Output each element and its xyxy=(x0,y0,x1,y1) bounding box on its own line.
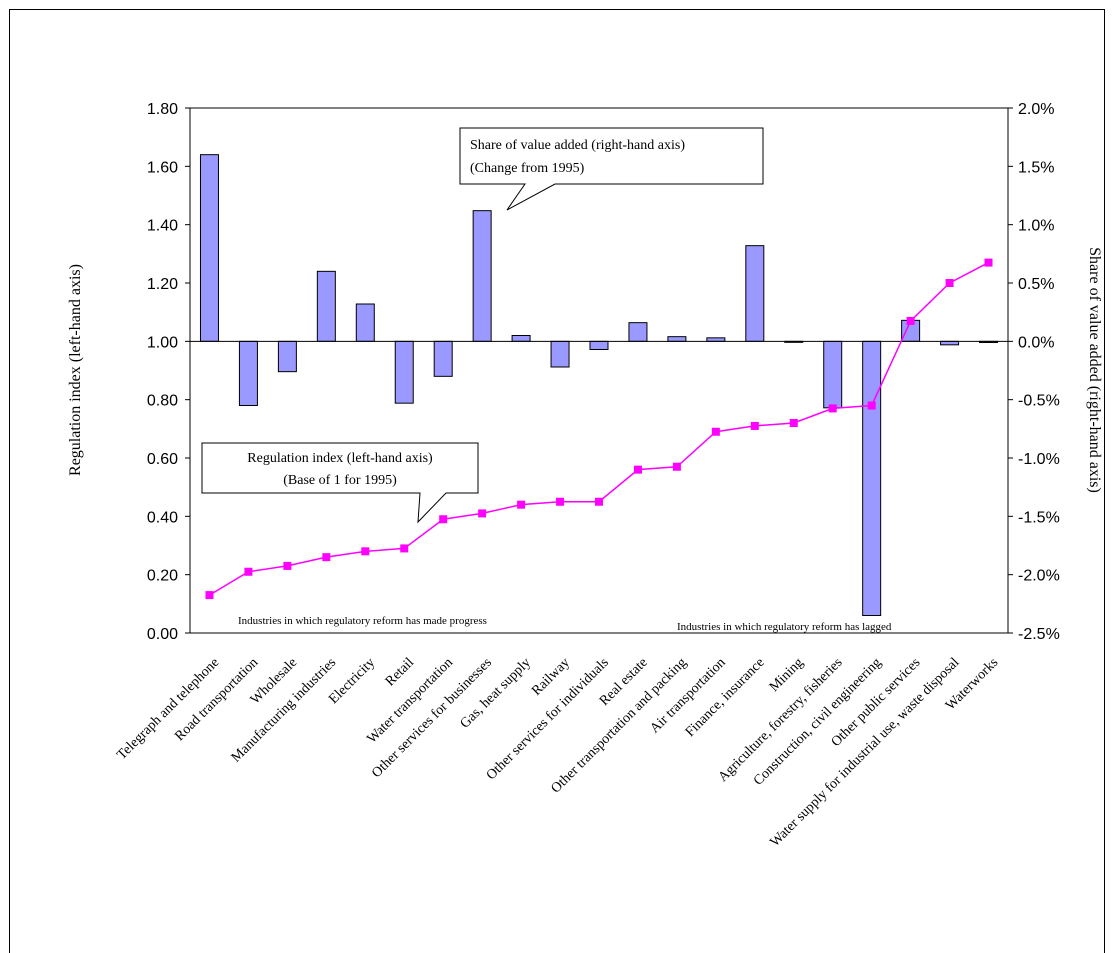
line-marker xyxy=(789,419,798,427)
line-marker xyxy=(205,591,214,600)
line-marker xyxy=(478,509,487,518)
bar xyxy=(667,336,687,342)
right-tick-label: 1.5% xyxy=(1018,159,1054,176)
line-marker xyxy=(361,547,370,556)
progress-note: Industries in which regulatory reform ha… xyxy=(238,615,487,627)
line-marker xyxy=(633,465,642,474)
category-label: Retail xyxy=(383,655,417,689)
bar xyxy=(628,322,648,342)
share-callout-title: Share of value added (right-hand axis) xyxy=(470,138,685,153)
line-marker xyxy=(984,258,993,267)
line-marker xyxy=(322,553,331,562)
left-tick-label: 0.00 xyxy=(147,626,178,643)
left-tick-label: 1.80 xyxy=(147,101,178,118)
left-tick-label: 0.60 xyxy=(147,451,178,468)
right-tick-label: -1.0% xyxy=(1018,451,1060,468)
share-callout-subtitle: (Change from 1995) xyxy=(470,161,585,176)
line-marker xyxy=(672,462,681,471)
bar xyxy=(940,340,960,346)
bar xyxy=(823,340,843,409)
bar xyxy=(706,337,726,342)
right-tick-label: -1.5% xyxy=(1018,509,1060,526)
left-tick-label: 0.20 xyxy=(147,568,178,585)
bar xyxy=(199,154,219,342)
right-axis: -2.5% -2.0% -1.5% -1.0% -0.5% 0.0% 0.5% 1.0% 1.5… xyxy=(1008,101,1060,643)
bar xyxy=(277,340,297,373)
regulation-callout-subtitle: (Base of 1 for 1995) xyxy=(283,473,397,488)
share-callout: Share of value added (right-hand axis) (… xyxy=(459,127,764,211)
left-axis: 0.00 0.20 0.40 0.60 0.80 1.00 1.20 1.40 1.60 1.80 xyxy=(147,101,190,643)
line-marker xyxy=(400,544,409,553)
line-marker xyxy=(867,401,876,410)
line-marker xyxy=(945,279,954,287)
chart-frame xyxy=(9,9,1105,953)
regulation-callout-title: Regulation index (left-hand axis) xyxy=(247,451,433,466)
right-axis-title: Share of value added (right-hand axis) xyxy=(1086,247,1103,493)
bar xyxy=(472,210,492,342)
line-marker xyxy=(556,497,565,506)
bar xyxy=(238,340,258,407)
right-tick-label: 0.5% xyxy=(1018,276,1054,293)
bar xyxy=(745,245,765,342)
line-marker xyxy=(244,567,253,576)
line-marker xyxy=(906,316,915,325)
bar xyxy=(862,340,882,616)
line-series xyxy=(205,258,993,600)
lagged-note: Industries in which regulatory reform ha… xyxy=(677,621,892,633)
left-tick-label: 0.40 xyxy=(147,509,178,526)
bar xyxy=(433,340,453,377)
line-marker xyxy=(517,500,526,509)
left-tick-label: 1.20 xyxy=(147,276,178,293)
bar-series xyxy=(199,154,999,616)
line-marker xyxy=(595,497,603,506)
bar xyxy=(589,340,609,351)
line-marker xyxy=(283,561,292,570)
line-marker xyxy=(439,515,448,524)
category-label: Gas, heat supply xyxy=(458,655,534,731)
bar xyxy=(316,270,336,342)
left-tick-label: 1.60 xyxy=(147,159,178,176)
right-tick-label: -2.0% xyxy=(1018,568,1060,585)
right-tick-label: -2.5% xyxy=(1018,626,1060,643)
regulation-callout: Regulation index (left-hand axis) (Base … xyxy=(201,442,479,524)
bar xyxy=(550,340,570,368)
left-tick-label: 1.40 xyxy=(147,218,178,235)
right-tick-label: 2.0% xyxy=(1018,101,1054,118)
right-tick-label: -0.5% xyxy=(1018,393,1060,410)
bar xyxy=(355,303,375,342)
left-tick-label: 0.80 xyxy=(147,393,178,410)
plot-area xyxy=(189,107,1009,634)
line-marker xyxy=(711,427,720,436)
bar xyxy=(394,340,414,404)
line-marker xyxy=(750,421,759,430)
right-tick-label: 0.0% xyxy=(1018,334,1054,351)
left-tick-label: 1.00 xyxy=(147,334,178,351)
right-tick-label: 1.0% xyxy=(1018,218,1054,235)
line-marker xyxy=(828,404,837,413)
left-axis-title: Regulation index (left-hand axis) xyxy=(67,264,84,476)
bar xyxy=(511,335,531,342)
